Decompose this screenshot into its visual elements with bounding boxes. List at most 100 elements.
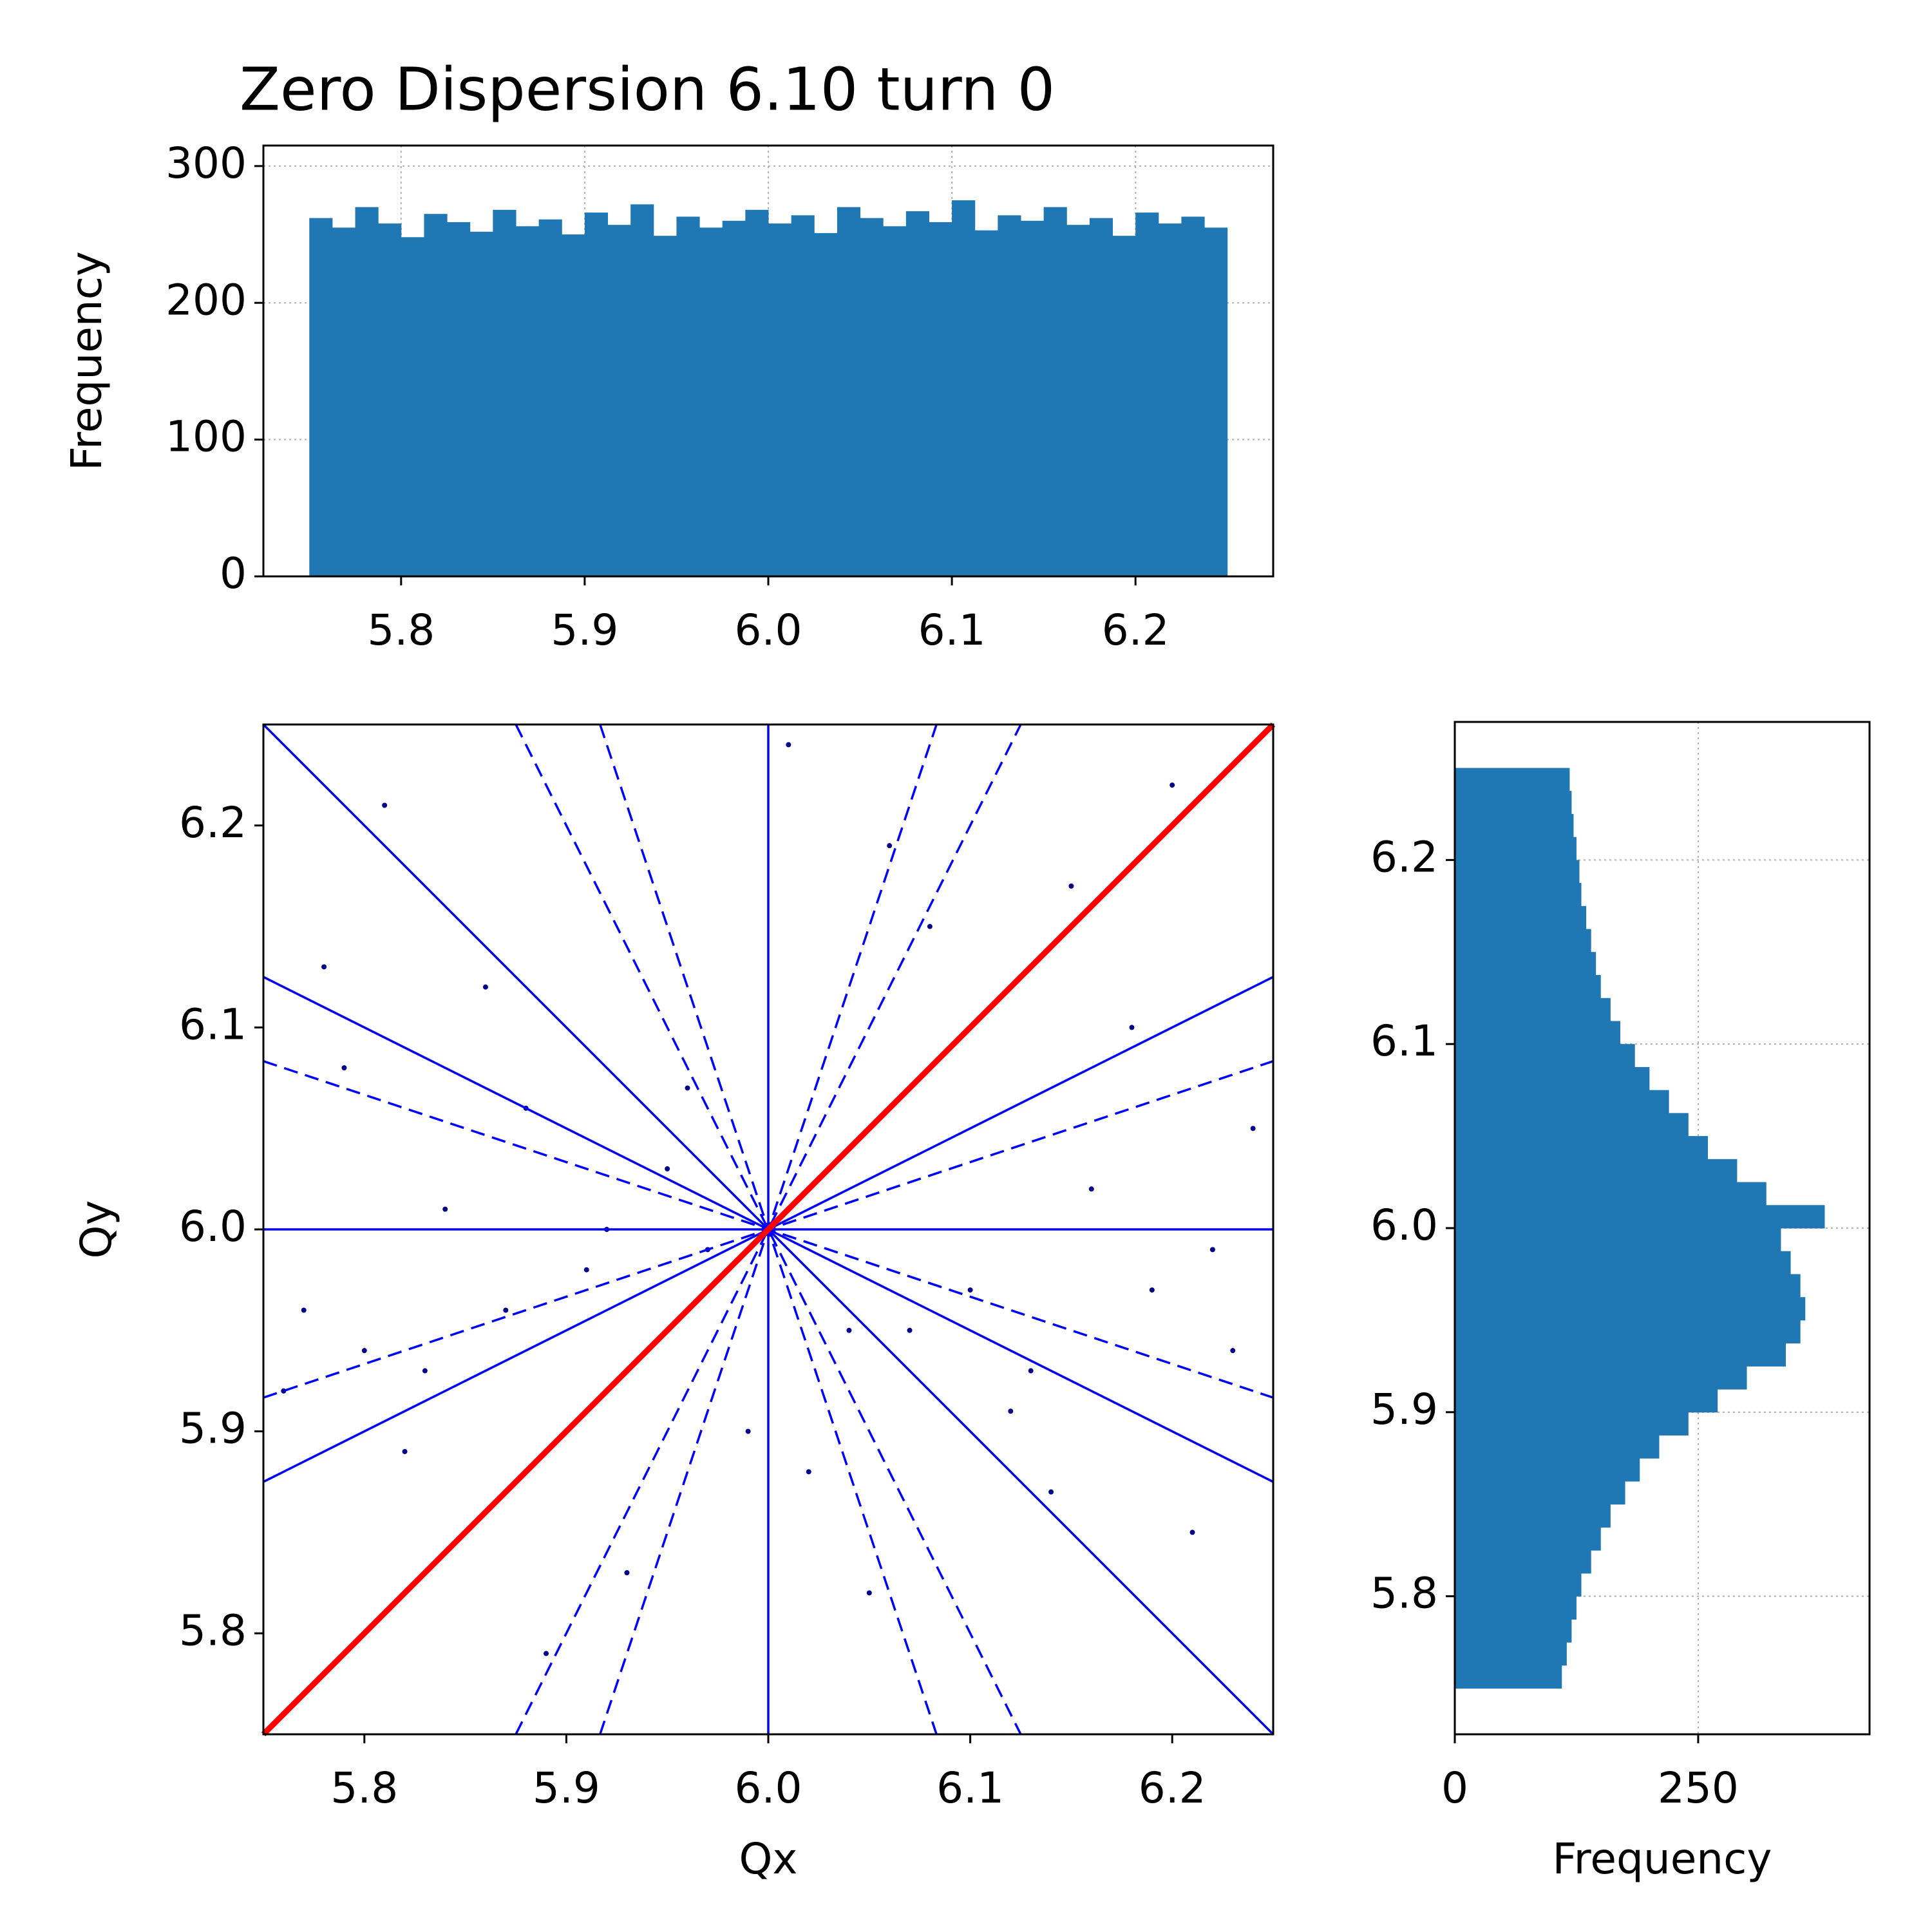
y-tick-label: 0 bbox=[220, 549, 247, 598]
scatter-point bbox=[927, 923, 933, 929]
bar bbox=[974, 230, 998, 577]
y-tick-label: 5.8 bbox=[1370, 1569, 1438, 1618]
y-tick-label: 100 bbox=[166, 412, 247, 462]
bar bbox=[1158, 223, 1182, 576]
scatter-point bbox=[301, 1307, 307, 1313]
bar bbox=[447, 222, 471, 576]
bar bbox=[332, 227, 356, 576]
scatter-point bbox=[665, 1166, 670, 1171]
scatter-point bbox=[1048, 1489, 1054, 1495]
bar bbox=[1455, 1573, 1582, 1597]
bar bbox=[1455, 860, 1580, 884]
x-axis-label: Frequency bbox=[1553, 1834, 1772, 1884]
scatter-point bbox=[907, 1327, 913, 1333]
bar bbox=[1455, 813, 1574, 838]
scatter-point bbox=[1088, 1186, 1094, 1192]
bar bbox=[607, 225, 631, 577]
bar bbox=[1455, 952, 1596, 976]
scatter-point bbox=[583, 1267, 589, 1273]
bar bbox=[1455, 1113, 1689, 1137]
y-tick-label: 5.8 bbox=[179, 1605, 247, 1655]
bar bbox=[1455, 1136, 1709, 1160]
bar bbox=[1455, 837, 1577, 860]
scatter-point bbox=[1230, 1348, 1236, 1354]
bar bbox=[1021, 220, 1045, 576]
panel: 0 250 5.8 5.9 6.0 6.1 6.2 Frequency bbox=[1370, 721, 1871, 1884]
bar bbox=[493, 209, 516, 576]
scatter-point bbox=[1250, 1126, 1256, 1132]
bar bbox=[1455, 1343, 1786, 1367]
bar bbox=[1455, 1228, 1781, 1252]
bar bbox=[424, 214, 448, 576]
y-tick-label: 6.1 bbox=[1370, 1016, 1438, 1066]
bar bbox=[1089, 218, 1113, 576]
bar bbox=[929, 222, 952, 576]
scatter-point bbox=[382, 802, 388, 808]
bar bbox=[538, 219, 562, 577]
bar bbox=[791, 215, 815, 576]
bar bbox=[309, 218, 333, 576]
x-tick-label: 0 bbox=[1441, 1763, 1468, 1813]
bar bbox=[1455, 1504, 1611, 1528]
scatter-point bbox=[482, 984, 488, 990]
scatter-point bbox=[846, 1327, 852, 1333]
bar bbox=[1455, 1366, 1747, 1390]
bar bbox=[584, 213, 609, 577]
scatter-point bbox=[402, 1448, 408, 1454]
bar bbox=[699, 227, 723, 576]
x-tick-label: 250 bbox=[1658, 1763, 1739, 1813]
scatter-point bbox=[1129, 1025, 1135, 1030]
bar bbox=[1455, 1159, 1738, 1183]
scatter-point bbox=[544, 1651, 549, 1656]
bar bbox=[952, 200, 976, 576]
bar bbox=[1455, 1619, 1572, 1643]
bar bbox=[1455, 975, 1601, 999]
bar bbox=[1455, 1182, 1766, 1206]
bar bbox=[1455, 1458, 1640, 1482]
scatter-point bbox=[806, 1469, 811, 1475]
scatter-point bbox=[887, 843, 893, 849]
bar bbox=[1455, 905, 1587, 930]
y-tick-label: 200 bbox=[166, 275, 247, 325]
y-axis-label: Qy bbox=[71, 1200, 121, 1258]
scatter-point bbox=[442, 1206, 448, 1212]
bar bbox=[1455, 1665, 1562, 1689]
bar bbox=[1455, 1435, 1660, 1459]
bar bbox=[905, 211, 929, 576]
bar bbox=[1455, 1320, 1801, 1344]
bar bbox=[1455, 1297, 1806, 1321]
scatter-point bbox=[422, 1368, 428, 1374]
x-tick-label: 6.2 bbox=[1102, 605, 1170, 655]
bar bbox=[1455, 1021, 1620, 1045]
bar bbox=[676, 216, 700, 576]
bar bbox=[745, 209, 769, 576]
bar bbox=[1066, 225, 1090, 577]
bar bbox=[401, 237, 424, 576]
bar bbox=[1181, 216, 1205, 576]
scatter-point bbox=[361, 1348, 367, 1354]
y-tick-label: 6.2 bbox=[179, 798, 247, 848]
scatter-point bbox=[1068, 883, 1074, 889]
x-tick-label: 5.9 bbox=[533, 1763, 600, 1813]
scatter-point bbox=[866, 1590, 872, 1596]
resonance-line-dashed bbox=[515, 724, 1022, 1735]
scatter-point bbox=[1189, 1530, 1195, 1535]
bar bbox=[998, 215, 1021, 576]
bar bbox=[1455, 998, 1611, 1021]
panel: 5.8 5.9 6.0 6.1 6.2 5.8 5.9 6.0 6.1 6.2 Qx Qy bbox=[71, 722, 1276, 1884]
bar bbox=[722, 220, 746, 576]
bar bbox=[516, 226, 540, 576]
y-axis-label: Frequency bbox=[62, 251, 111, 471]
bar bbox=[1455, 1044, 1635, 1068]
bar bbox=[1455, 1389, 1718, 1413]
bar bbox=[1455, 1596, 1577, 1620]
scatter-point bbox=[503, 1307, 509, 1313]
bar bbox=[1455, 1066, 1650, 1091]
scatter-point bbox=[745, 1428, 751, 1434]
scatter-point bbox=[967, 1287, 973, 1293]
scatter-point bbox=[1170, 782, 1175, 788]
bar bbox=[1204, 227, 1228, 576]
bar bbox=[768, 223, 792, 576]
